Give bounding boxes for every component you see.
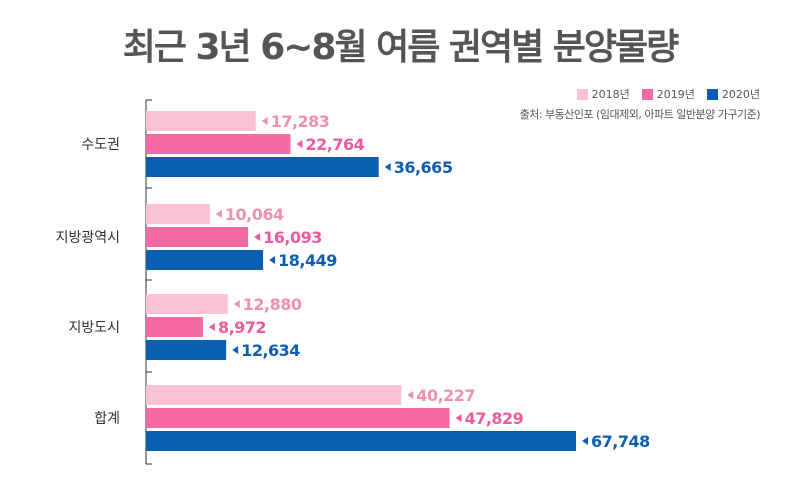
value-label: 47,829	[465, 409, 524, 428]
bar	[146, 250, 264, 270]
value-label: 18,449	[278, 251, 337, 270]
bar	[146, 157, 379, 177]
value-label: 36,665	[394, 158, 453, 177]
value-pointer	[233, 300, 240, 308]
source-note: 출처: 부동산인포 (임대제외, 아파트 일반분양 가구기준)	[519, 108, 761, 121]
bar	[146, 431, 576, 451]
value-label: 40,227	[416, 386, 475, 405]
legend-swatch-2020	[706, 88, 718, 100]
value-pointer	[232, 346, 239, 354]
bar	[146, 134, 291, 154]
value-pointer	[384, 163, 391, 171]
value-pointer	[296, 140, 303, 148]
bar	[146, 204, 210, 224]
legend-label-2018: 2018년	[591, 88, 630, 101]
bar	[146, 294, 228, 314]
legend-item-2020: 2020년	[706, 86, 760, 102]
legend-label-2019: 2019년	[656, 88, 695, 101]
value-pointer	[215, 210, 222, 218]
value-label: 12,880	[243, 295, 302, 314]
value-label: 17,283	[271, 112, 330, 131]
category-label: 지방도시	[68, 320, 120, 336]
bar	[146, 408, 450, 428]
value-pointer	[254, 233, 261, 241]
legend-item-2018: 2018년	[576, 86, 630, 102]
value-label: 22,764	[305, 135, 364, 154]
category-label: 합계	[94, 411, 120, 427]
value-label: 67,748	[591, 432, 650, 451]
legend-item-2019: 2019년	[641, 86, 695, 102]
legend: 2018년 2019년 2020년	[576, 86, 760, 102]
chart-title: 최근 3년 6~8월 여름 권역별 분양물량	[122, 27, 680, 68]
legend-label-2020: 2020년	[721, 88, 760, 101]
bar	[146, 385, 402, 405]
value-pointer	[455, 414, 462, 422]
bar	[146, 317, 203, 337]
value-pointer	[582, 437, 588, 445]
legend-swatch-2019	[641, 88, 653, 100]
value-pointer	[269, 256, 276, 264]
value-label: 8,972	[218, 318, 266, 337]
value-label: 12,634	[241, 341, 300, 360]
value-pointer	[261, 117, 268, 125]
value-pointer	[407, 391, 414, 399]
category-label: 지방광역시	[56, 230, 120, 246]
value-label: 16,093	[263, 228, 322, 247]
value-label: 10,064	[225, 205, 284, 224]
bar	[146, 227, 249, 247]
legend-swatch-2018	[576, 88, 588, 100]
category-label: 수도권	[81, 137, 120, 153]
bar	[146, 340, 227, 360]
value-pointer	[208, 323, 215, 331]
bar	[146, 111, 256, 131]
